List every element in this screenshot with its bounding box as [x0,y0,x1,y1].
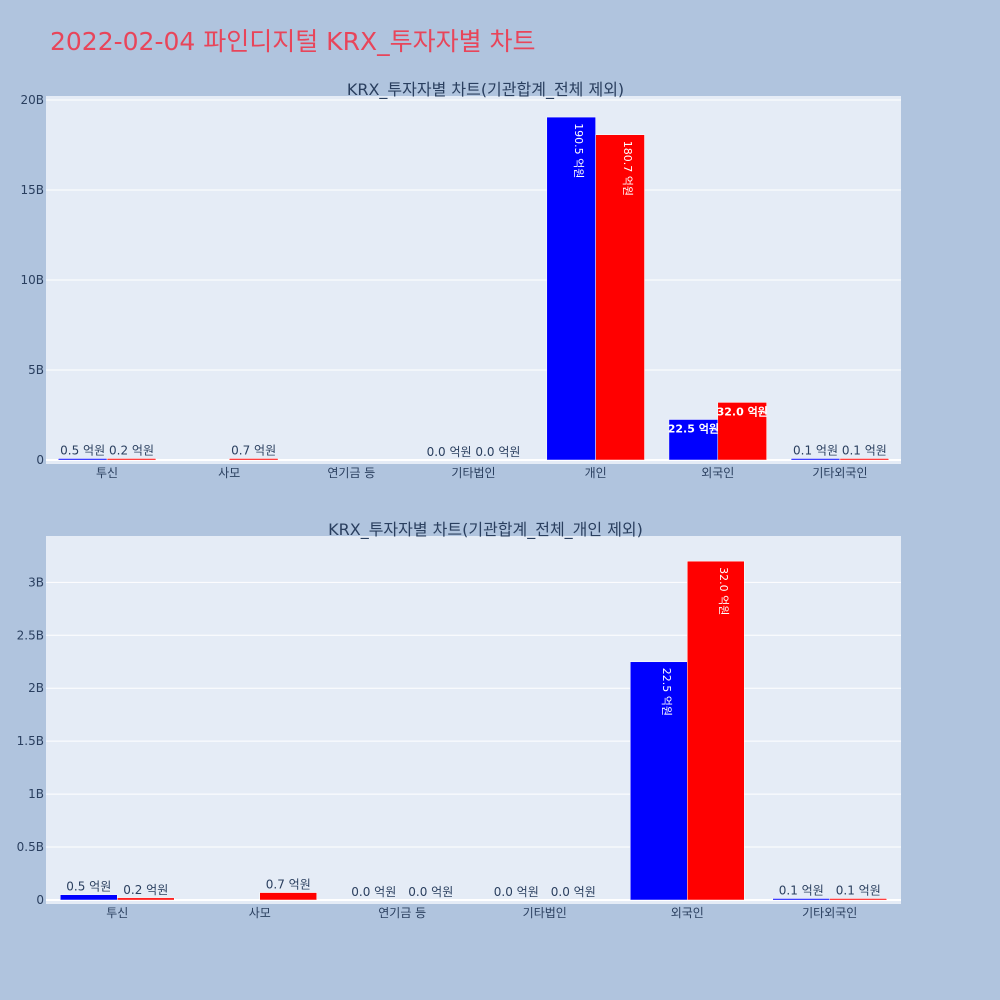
y-tick-label: 15B [20,183,44,197]
y-tick-label: 0 [36,453,44,467]
bar-data-label: 32.0 억원 [717,404,768,418]
chart-title: KRX_투자자별 차트(기관합계_전체_개인 제외) [328,520,643,540]
y-tick-label: 20B [20,93,44,107]
bar-data-label: 0.1 억원 [779,884,824,898]
bar-buy-6 [790,458,841,461]
bar-sell-1 [228,458,279,461]
bar-sell-4 [687,560,745,901]
bar-sell-5 [829,898,887,901]
bar-buy-0 [60,894,118,901]
x-tick-label: 연기금 등 [327,466,375,480]
bar-data-label: 0.5 억원 [60,444,105,458]
chart-title: KRX_투자자별 차트(기관합계_전체 제외) [347,80,624,100]
bar-data-label: 22.5 억원 [668,422,719,436]
bar-data-label: 0.2 억원 [109,444,154,458]
x-tick-label: 연기금 등 [378,906,426,920]
x-tick-label: 기타외국인 [802,906,857,920]
x-tick-label: 기타외국인 [812,466,867,480]
bar-data-label: 0.7 억원 [231,444,276,458]
x-tick-label: 사모 [218,466,240,480]
bar-data-label: 0.0 억원 [408,885,453,899]
bar-data-label: 0.5 억원 [66,880,111,894]
y-tick-label: 0.5B [17,840,44,854]
bar-data-label: 0.7 억원 [266,878,311,892]
bar-data-label: 0.1 억원 [842,444,887,458]
bar-data-label: 22.5 억원 [660,668,673,716]
y-tick-label: 3B [28,575,44,589]
bar-data-label: 0.0 억원 [427,445,472,459]
bar-data-label: 190.5 억원 [572,123,585,178]
bar-sell-1 [259,892,317,901]
bar-buy-4 [630,661,688,901]
bar-sell-5 [717,402,767,461]
x-tick-label: 외국인 [671,906,704,920]
y-tick-label: 2B [28,681,44,695]
bar-data-label: 0.0 억원 [494,885,539,899]
bar-data-label: 0.0 억원 [551,885,596,899]
page-title: 2022-02-04 파인디지털 KRX_투자자별 차트 [50,27,536,56]
bar-sell-0 [117,897,175,901]
chart-institutional-excluded: KRX_투자자별 차트(기관합계_전체 제외) 0 5B 10B 15B 20B 0.5 억… [20,80,901,480]
bar-sell-4 [595,134,645,461]
bar-data-label: 32.0 억원 [717,567,730,615]
y-tick-label: 1B [28,787,44,801]
bar-data-label: 0.2 억원 [123,883,168,897]
x-tick-label: 사모 [249,906,271,920]
bar-data-label: 0.1 억원 [793,444,838,458]
bar-buy-4 [546,116,596,461]
x-tick-label: 개인 [585,466,607,480]
bar-buy-0 [57,458,108,461]
bar-sell-6 [839,458,890,461]
bar-data-label: 180.7 억원 [621,141,634,196]
bar-buy-5 [668,419,719,461]
x-tick-label: 외국인 [701,466,734,480]
x-tick-label: 투신 [96,466,118,480]
y-tick-label: 10B [20,273,44,287]
bar-buy-5 [772,898,830,901]
x-tick-label: 기타법인 [451,466,495,480]
plot-area [46,536,901,904]
chart-individual-excluded: KRX_투자자별 차트(기관합계_전체_개인 제외) 0 0.5B 1B 1.5B 2B 2… [17,520,901,920]
x-tick-label: 투신 [106,906,128,920]
y-tick-label: 1.5B [17,734,44,748]
bar-data-label: 0.1 억원 [836,884,881,898]
y-tick-label: 2.5B [17,628,44,642]
bar-sell-0 [106,458,157,461]
y-tick-label: 5B [28,363,44,377]
y-tick-label: 0 [36,893,44,907]
x-tick-label: 기타법인 [523,906,567,920]
bar-data-label: 0.0 억원 [351,885,396,899]
bar-data-label: 0.0 억원 [475,445,520,459]
